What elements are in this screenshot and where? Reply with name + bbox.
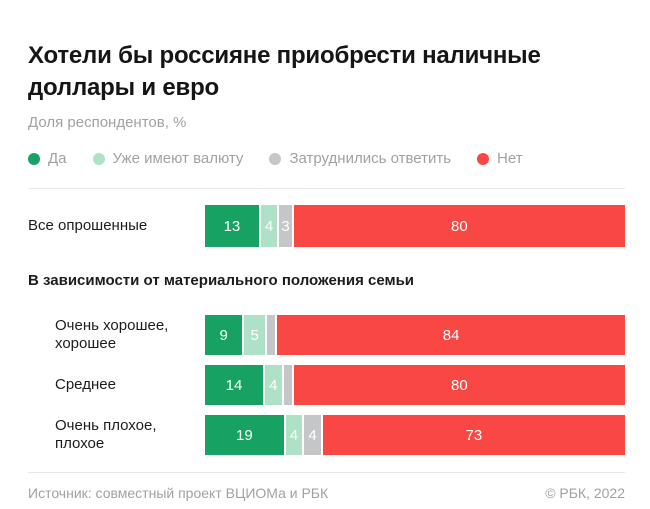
chart-subtitle: Доля респондентов, % [28, 114, 187, 132]
bar-row-label: Все опрошенные [28, 216, 148, 234]
bar-row: Очень плохое, плохое 19 4 4 73 [28, 415, 625, 456]
bar-value-label: 4 [289, 426, 299, 444]
bar-row-label: Очень плохое, плохое [55, 416, 157, 453]
bar-value-label: 84 [442, 326, 460, 344]
chart-title: Хотели бы россияне приобрести наличные д… [28, 42, 541, 101]
bar-value-label: 80 [451, 217, 468, 235]
bar-segment: 9 [205, 315, 245, 356]
bar-value-label: 14 [225, 376, 243, 394]
chart-rows-by-wealth: Очень хорошее, хорошее 9 5 84 Среднее 14 4 80 Оч… [28, 315, 626, 456]
legend-dot-icon [269, 152, 282, 165]
bar-row-label: Среднее [55, 375, 116, 393]
legend-item: Затруднились ответить [269, 150, 451, 167]
top-divider [28, 188, 625, 190]
source-text: Источник: совместный проект ВЦИОМа и РБК [28, 485, 329, 502]
stacked-bar: 14 4 80 [205, 365, 625, 406]
legend-label: Нет [497, 150, 523, 168]
stacked-bar: 19 4 4 73 [205, 415, 625, 456]
bar-segment: 19 [205, 415, 286, 456]
bar-segment: 4 [260, 205, 280, 248]
legend-item: Нет [477, 150, 523, 167]
legend-dot-icon [28, 152, 40, 165]
footer: Источник: совместный проект ВЦИОМа и РБК… [28, 485, 625, 501]
bar-value-label: 80 [451, 376, 468, 394]
bar-value-label: 3 [281, 217, 290, 235]
legend-item: Да [28, 150, 67, 167]
legend-label: Уже имеют валюту [112, 150, 244, 168]
legend-dot-icon [477, 152, 490, 165]
bar-value-label: 4 [308, 426, 317, 444]
bar-value-label: 4 [264, 217, 274, 235]
legend-item: Уже имеют валюту [92, 150, 244, 168]
bar-value-label: 19 [235, 426, 253, 444]
legend-label: Затруднились ответить [289, 150, 452, 168]
legend: Да Уже имеют валюту Затруднились ответить Н… [28, 150, 625, 167]
bar-value-label: 5 [250, 326, 259, 344]
bar-row: Очень хорошее, хорошее 9 5 84 [28, 315, 626, 356]
bar-segment [283, 365, 294, 406]
bar-value-label: 9 [219, 326, 228, 344]
section-header: В зависимости от материального положения… [28, 272, 415, 290]
bar-segment: 80 [293, 365, 625, 406]
bar-segment: 84 [277, 315, 626, 356]
chart-rows-overall: Все опрошенные 13 4 3 80 [28, 205, 625, 248]
bar-value-label: 13 [223, 217, 241, 235]
stacked-bar: 13 4 3 80 [205, 205, 625, 248]
bar-segment: 3 [279, 205, 294, 248]
legend-dot-icon [92, 152, 105, 165]
bar-row: Все опрошенные 13 4 3 80 [28, 205, 625, 248]
bar-segment: 13 [205, 205, 261, 248]
bar-segment: 14 [205, 365, 265, 406]
stacked-bar: 9 5 84 [205, 315, 626, 356]
bar-segment: 80 [293, 205, 625, 248]
bar-segment [266, 315, 278, 356]
bar-segment: 4 [304, 415, 323, 456]
copyright-text: © РБК, 2022 [545, 485, 625, 502]
bar-segment: 4 [285, 415, 305, 456]
bottom-divider [28, 472, 625, 474]
bar-segment: 4 [264, 365, 284, 406]
legend-label: Да [48, 150, 67, 168]
bar-row: Среднее 14 4 80 [28, 365, 625, 406]
bar-value-label: 4 [269, 376, 278, 394]
bar-segment: 73 [322, 415, 625, 456]
bar-value-label: 73 [465, 426, 483, 444]
bar-segment: 5 [244, 315, 267, 356]
bar-row-label: Очень хорошее, хорошее [55, 316, 169, 353]
